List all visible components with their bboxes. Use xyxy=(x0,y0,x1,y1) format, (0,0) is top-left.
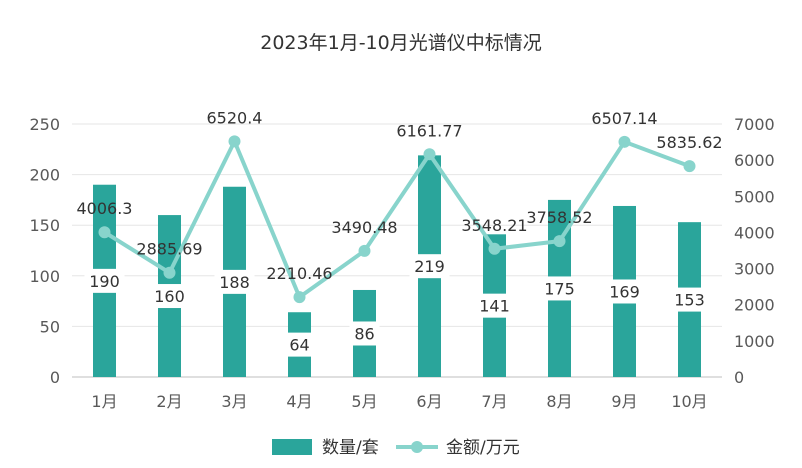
legend-marker-line xyxy=(411,441,423,453)
bar-label-bg xyxy=(349,321,380,346)
x-tick-label: 3月 xyxy=(221,392,247,411)
right-tick-label: 2000 xyxy=(734,296,775,315)
x-tick-label: 4月 xyxy=(286,392,312,411)
line-value-label: 5835.62 xyxy=(656,133,722,152)
x-tick-label: 10月 xyxy=(671,392,707,411)
x-tick-label: 9月 xyxy=(611,392,637,411)
line-value-label: 6161.77 xyxy=(396,121,462,140)
left-tick-label: 100 xyxy=(29,267,60,286)
line-value-label: 3548.21 xyxy=(461,216,527,235)
bar-label-bg xyxy=(604,279,645,304)
bar-value-label: 190 xyxy=(89,272,120,291)
line-series xyxy=(98,135,696,304)
right-tick-label: 5000 xyxy=(734,187,775,206)
line-point xyxy=(163,266,176,279)
x-tick-label: 8月 xyxy=(546,392,572,411)
bar-label-bg xyxy=(149,284,190,309)
line-point xyxy=(293,291,306,304)
bar-value-label: 160 xyxy=(154,287,185,306)
bar-label-bg xyxy=(284,332,315,357)
line-value-label: 3758.52 xyxy=(526,208,592,227)
bar-label-bg xyxy=(474,293,515,318)
bar-value-label: 141 xyxy=(479,297,510,316)
left-tick-label: 50 xyxy=(40,317,60,336)
right-tick-label: 4000 xyxy=(734,223,775,242)
x-axis: 1月 2月 3月 4月 5月 6月 7月 8月 9月 10月 xyxy=(91,392,707,411)
bar-value-label: 153 xyxy=(674,291,705,310)
right-tick-label: 6000 xyxy=(734,151,775,170)
right-y-axis: 0 1000 2000 3000 4000 5000 6000 7000 xyxy=(734,115,775,387)
bar-value-label: 64 xyxy=(289,336,309,355)
line-point xyxy=(618,135,631,148)
line-point xyxy=(423,148,436,161)
bar-label-bg xyxy=(409,254,450,279)
bar-value-label: 86 xyxy=(354,324,374,343)
left-tick-label: 250 xyxy=(29,115,60,134)
line-point xyxy=(98,226,111,239)
right-tick-label: 3000 xyxy=(734,260,775,279)
line-point xyxy=(228,135,241,148)
x-tick-label: 6月 xyxy=(416,392,442,411)
legend-label-line: 金额/万元 xyxy=(446,438,520,458)
bar-value-label: 219 xyxy=(414,257,445,276)
x-tick-label: 5月 xyxy=(351,392,377,411)
bar-label-bg xyxy=(669,287,710,312)
left-y-axis: 0 50 100 150 200 250 xyxy=(29,115,60,387)
line-point xyxy=(358,244,371,257)
right-tick-label: 1000 xyxy=(734,332,775,351)
legend: 数量/套 金额/万元 xyxy=(272,438,520,458)
right-tick-label: 0 xyxy=(734,368,744,387)
bar-value-label: 169 xyxy=(609,282,640,301)
bar-value-label: 175 xyxy=(544,279,575,298)
bar-label-bg xyxy=(539,276,580,301)
x-tick-label: 2月 xyxy=(156,392,182,411)
bar-label-bg xyxy=(84,268,125,293)
x-tick-label: 7月 xyxy=(481,392,507,411)
line-value-label: 2885.69 xyxy=(136,240,202,259)
line-value-label: 3490.48 xyxy=(331,218,397,237)
x-tick-label: 1月 xyxy=(91,392,117,411)
data-labels: 190 160 188 64 86 219 141 175 169 153 4006.3 2885.6… xyxy=(77,108,723,357)
bar-series xyxy=(93,155,701,377)
left-tick-label: 150 xyxy=(29,216,60,235)
line-value-label: 6520.4 xyxy=(207,108,263,127)
right-tick-label: 7000 xyxy=(734,115,775,134)
legend-label-bars: 数量/套 xyxy=(322,438,379,458)
bar-value-label: 188 xyxy=(219,273,250,292)
line-path xyxy=(103,139,691,300)
line-point xyxy=(553,235,566,248)
chart-title: 2023年1月-10月光谱仪中标情况 xyxy=(260,32,542,54)
line-point xyxy=(683,160,696,173)
line-value-label: 2210.46 xyxy=(266,264,332,283)
line-value-label: 4006.3 xyxy=(77,199,133,218)
line-value-label: 6507.14 xyxy=(591,109,657,128)
line-point xyxy=(488,242,501,255)
left-tick-label: 200 xyxy=(29,166,60,185)
left-tick-label: 0 xyxy=(50,368,60,387)
bar-label-bg xyxy=(214,269,255,294)
legend-swatch-bars xyxy=(272,439,312,455)
